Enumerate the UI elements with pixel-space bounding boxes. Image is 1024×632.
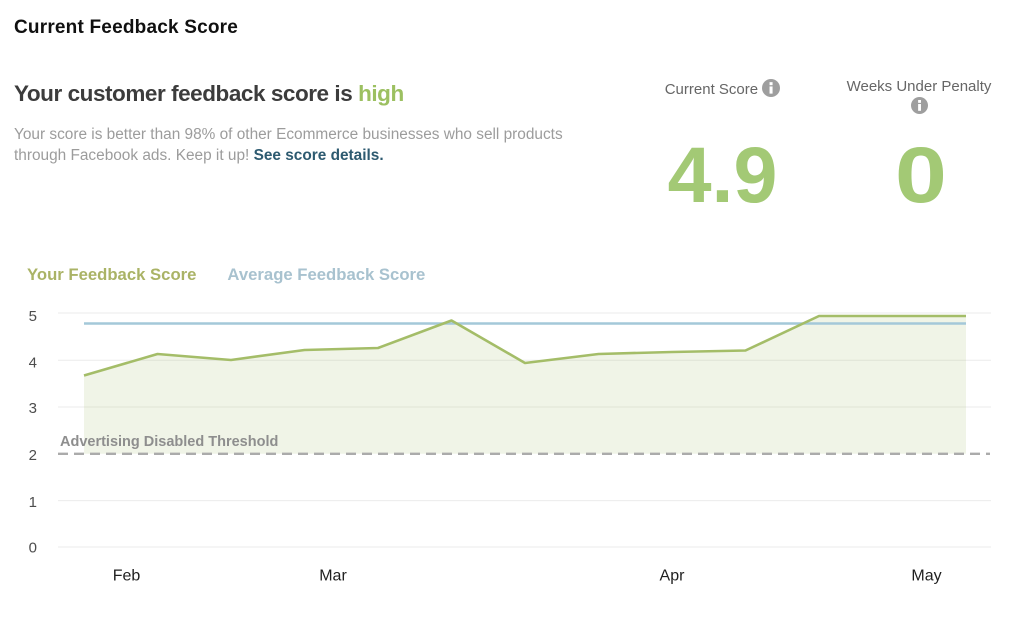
svg-text:3: 3 [29, 400, 37, 417]
svg-text:4: 4 [29, 354, 37, 371]
svg-text:2: 2 [29, 447, 37, 464]
svg-text:Apr: Apr [660, 568, 686, 585]
svg-text:Advertising Disabled Threshold: Advertising Disabled Threshold [60, 434, 278, 450]
svg-text:0: 0 [29, 539, 37, 556]
svg-text:1: 1 [29, 494, 37, 511]
svg-text:May: May [911, 568, 941, 585]
svg-text:Mar: Mar [319, 568, 347, 585]
svg-text:5: 5 [29, 308, 37, 325]
svg-text:Feb: Feb [113, 568, 141, 585]
